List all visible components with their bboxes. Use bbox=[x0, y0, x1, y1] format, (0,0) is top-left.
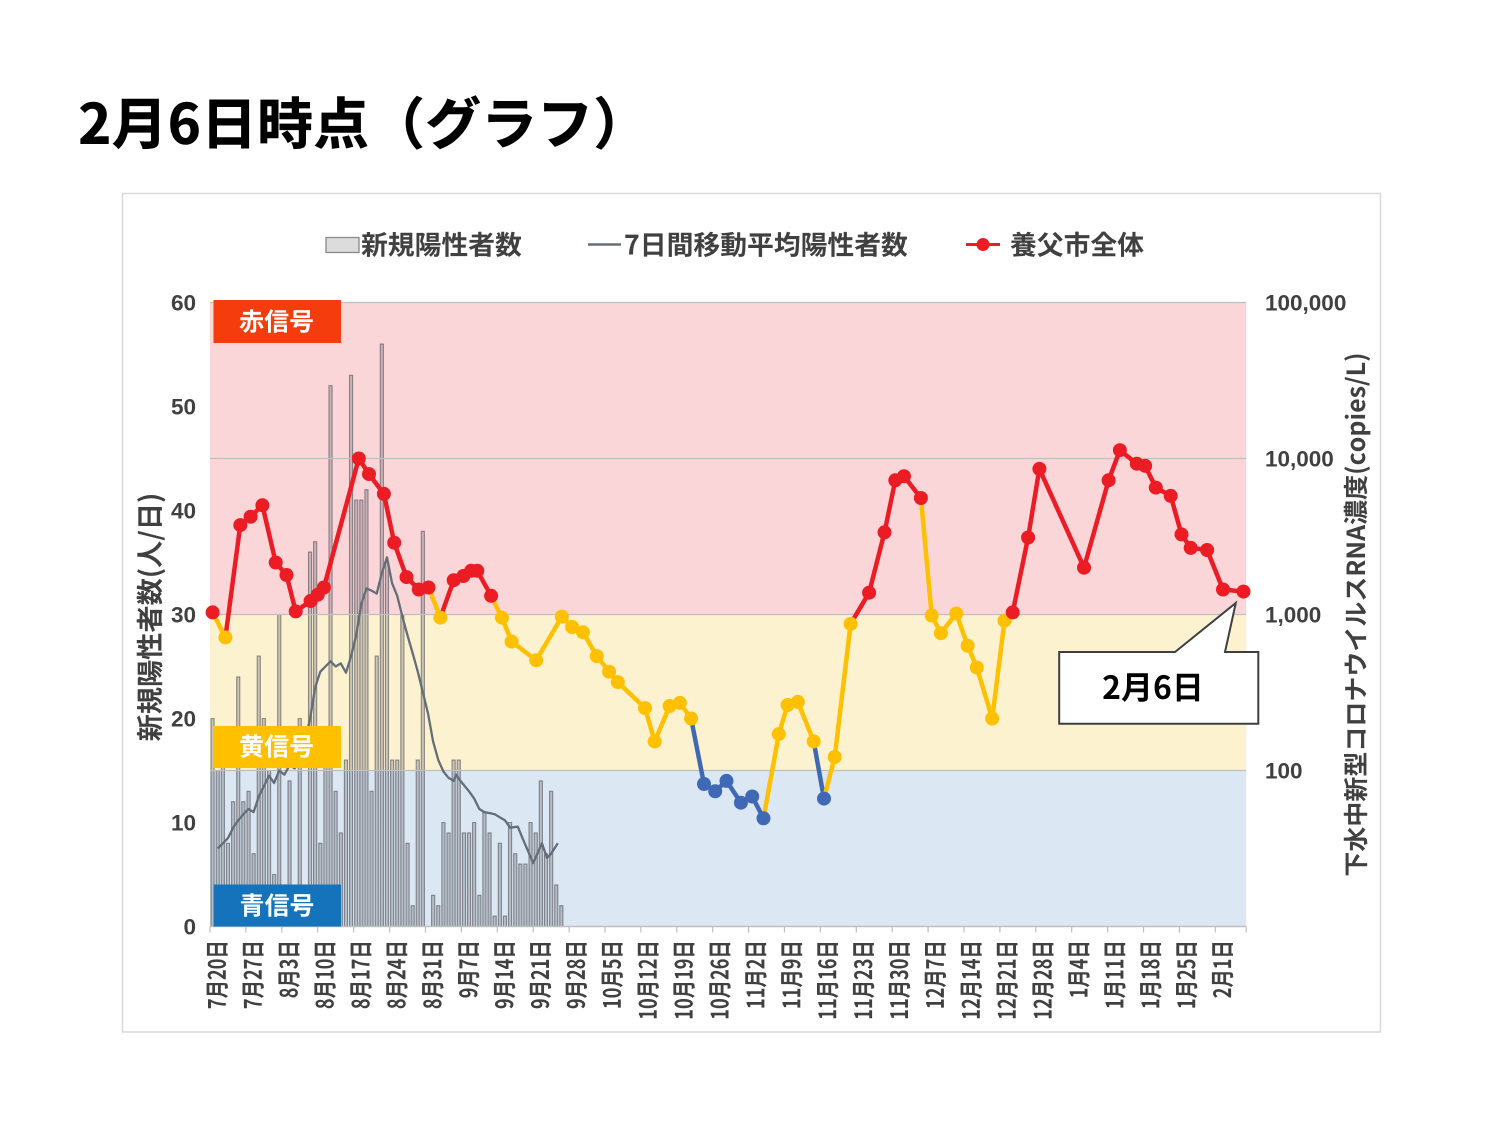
svg-text:100,000: 100,000 bbox=[1265, 291, 1346, 316]
svg-text:60: 60 bbox=[171, 291, 196, 316]
svg-text:20: 20 bbox=[171, 707, 196, 732]
svg-text:10: 10 bbox=[171, 811, 196, 836]
svg-text:50: 50 bbox=[171, 395, 196, 420]
svg-text:100: 100 bbox=[1265, 759, 1303, 784]
svg-text:1,000: 1,000 bbox=[1265, 603, 1321, 628]
svg-text:0: 0 bbox=[183, 915, 196, 940]
svg-text:30: 30 bbox=[171, 603, 196, 628]
svg-text:10,000: 10,000 bbox=[1265, 447, 1334, 472]
svg-text:40: 40 bbox=[171, 499, 196, 524]
